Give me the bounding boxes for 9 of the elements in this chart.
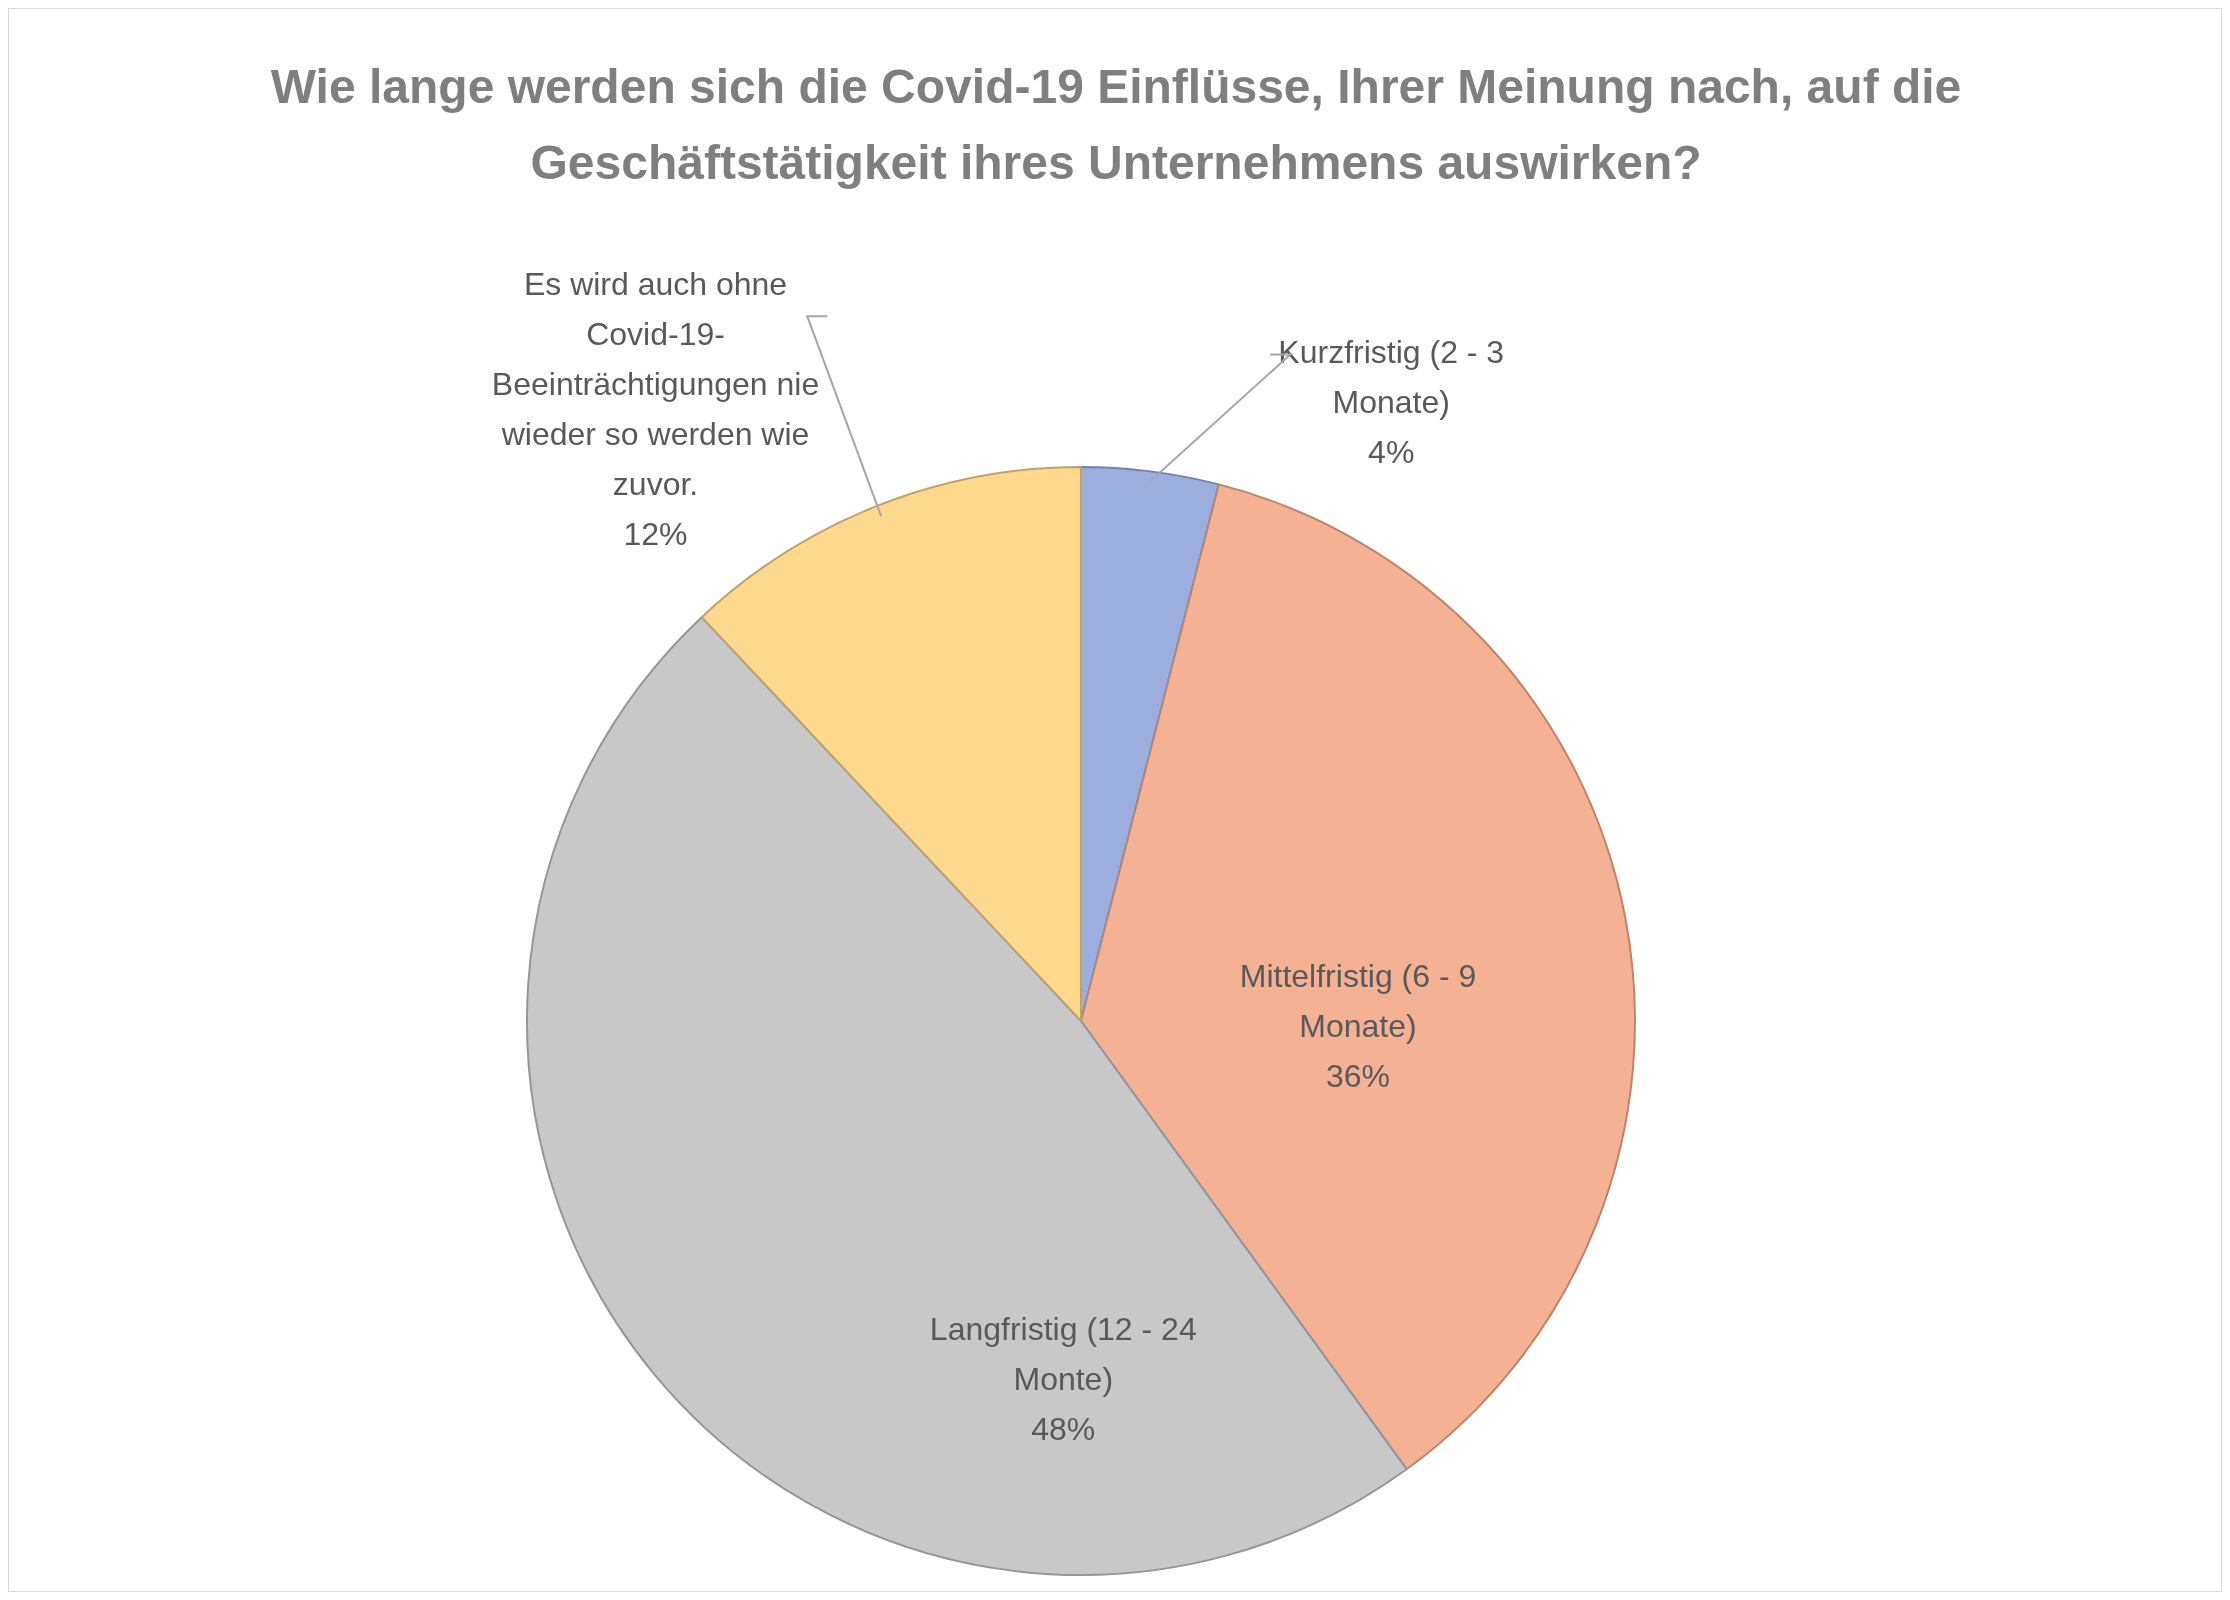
data-label: 36% [1325, 1058, 1391, 1095]
slice-label: Kurzfristig (2 - 3 Monate) [1278, 334, 1505, 421]
slice-label: Mittelfristig (6 - 9 Monate) [1239, 958, 1477, 1045]
slice-label: Langfristig (12 - 24 Monte) [929, 1310, 1197, 1397]
data-label: 12% [623, 516, 688, 553]
data-label: 4% [1368, 434, 1415, 471]
data-label: 48% [1031, 1410, 1096, 1447]
chart-title: Wie lange werden sich die Covid-19 Einflüsse, Ihrer Meinung nach, auf die Geschäftstätigkeit ihres Unternehmens auswirken? [269, 59, 1963, 191]
slice-label: Es wird auch ohne Covid-19-Beeinträchtigungen nie wieder so werden wie zuvor. [491, 266, 820, 503]
